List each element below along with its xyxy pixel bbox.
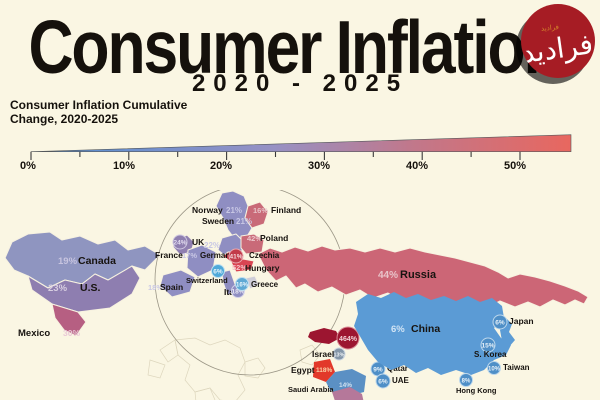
svg-text:UAE: UAE (392, 376, 410, 385)
svg-text:23%: 23% (48, 283, 68, 294)
svg-text:41%: 41% (229, 254, 242, 261)
svg-text:Sweden: Sweden (202, 216, 234, 226)
svg-text:15%: 15% (481, 343, 494, 350)
svg-text:9%: 9% (373, 367, 383, 374)
svg-text:Greece: Greece (251, 280, 279, 289)
svg-text:Russia: Russia (400, 269, 437, 281)
svg-text:21%: 21% (226, 206, 242, 215)
svg-text:Saudi Arabia: Saudi Arabia (288, 385, 334, 394)
svg-text:6%: 6% (213, 269, 223, 276)
svg-text:6%: 6% (495, 320, 505, 327)
svg-text:24%: 24% (173, 240, 186, 247)
svg-text:17%: 17% (182, 251, 197, 260)
svg-text:10%: 10% (488, 367, 501, 373)
svg-text:Taiwan: Taiwan (503, 363, 530, 372)
svg-text:Spain: Spain (160, 282, 183, 292)
svg-text:6%: 6% (378, 379, 388, 386)
svg-text:Hong Kong: Hong Kong (456, 386, 497, 395)
svg-text:Mexico: Mexico (18, 328, 50, 339)
svg-text:Hungary: Hungary (245, 263, 280, 273)
svg-text:Poland: Poland (260, 233, 288, 243)
svg-text:8%: 8% (462, 379, 471, 385)
svg-text:Czechia: Czechia (249, 251, 280, 260)
svg-text:13%: 13% (333, 353, 344, 359)
svg-text:Canada: Canada (78, 255, 116, 267)
svg-text:S. Korea: S. Korea (474, 350, 507, 359)
svg-text:118%: 118% (316, 367, 332, 374)
svg-text:16%: 16% (253, 206, 268, 215)
svg-text:19%: 19% (58, 256, 78, 267)
svg-text:Japan: Japan (509, 316, 534, 326)
svg-text:Norway: Norway (192, 205, 223, 215)
svg-text:Finland: Finland (271, 205, 301, 215)
svg-text:44%: 44% (378, 270, 398, 281)
svg-text:France: France (155, 250, 183, 260)
svg-text:Israel: Israel (312, 349, 334, 359)
svg-text:China: China (411, 323, 440, 335)
svg-text:30%: 30% (63, 328, 80, 338)
svg-text:Egypt: Egypt (291, 365, 315, 375)
svg-text:464%: 464% (339, 336, 358, 343)
svg-text:U.S.: U.S. (80, 282, 101, 294)
svg-text:16%: 16% (236, 283, 249, 289)
svg-text:22%: 22% (204, 241, 220, 250)
svg-text:6%: 6% (391, 324, 405, 335)
svg-text:21%: 21% (236, 217, 252, 226)
svg-text:Switzerland: Switzerland (186, 276, 228, 285)
